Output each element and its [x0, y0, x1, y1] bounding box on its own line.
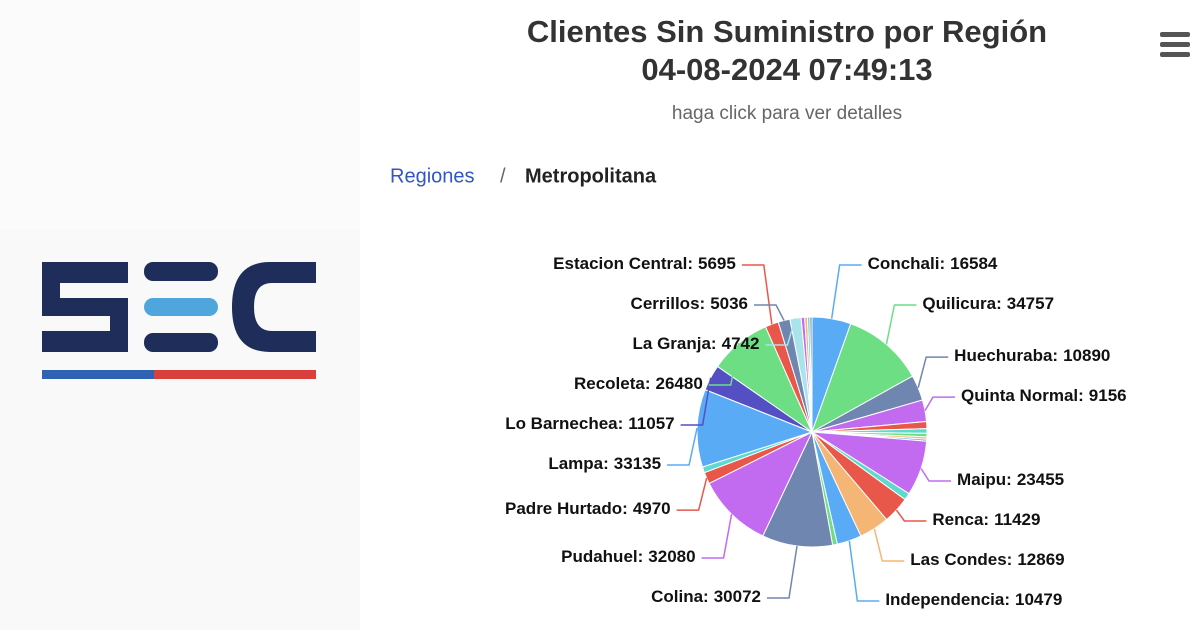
logo-e-top — [144, 262, 218, 281]
label-category: Padre Hurtado: — [505, 500, 628, 519]
label-category: Huechuraba: — [954, 347, 1058, 366]
data-label: Lampa: 33135 — [548, 454, 661, 473]
leader-line — [920, 468, 952, 482]
label-category: Maipu: — [957, 470, 1012, 489]
label-value: 4742 — [722, 334, 760, 353]
data-label: Lo Barnechea: 11057 — [505, 414, 674, 433]
data-label: Pudahuel: 32080 — [561, 547, 695, 566]
label-category: Renca: — [932, 510, 989, 529]
menu-line — [1160, 52, 1190, 57]
label-category: Independencia: — [885, 590, 1010, 609]
breadcrumb-link[interactable]: Regiones — [390, 165, 475, 187]
leader-line — [754, 304, 785, 321]
leader-line — [885, 304, 917, 345]
chart-title: Clientes Sin Suministro por Región — [527, 14, 1047, 49]
label-value: 10479 — [1015, 590, 1062, 609]
leader-line — [924, 396, 956, 412]
leader-line — [767, 545, 798, 599]
label-category: La Granja: — [633, 334, 717, 353]
label-category: Las Condes: — [910, 550, 1012, 569]
leader-line — [708, 343, 740, 386]
label-category: Lampa: — [548, 454, 608, 473]
label-value: 23455 — [1017, 470, 1064, 489]
data-label: Recoleta: 26480 — [574, 374, 703, 393]
label-category: Colina: — [651, 587, 709, 606]
pie: Conchali: 16584 Quilicura: 34757 Huechuraba:… — [505, 254, 1127, 609]
leader-line — [676, 477, 708, 511]
label-category: Pudahuel: — [561, 547, 643, 566]
data-label: Maipu: 23455 — [957, 470, 1064, 489]
menu-line — [1160, 42, 1190, 47]
label-category: Quinta Normal: — [961, 387, 1084, 406]
leader-line — [830, 264, 862, 319]
leader-line — [765, 317, 797, 346]
pie-slice[interactable] — [809, 316, 813, 433]
label-category: Lo Barnechea: — [505, 414, 623, 433]
label-value: 33135 — [614, 454, 661, 473]
label-value: 5695 — [698, 254, 736, 273]
label-value: 4970 — [633, 500, 671, 519]
chart-caption: haga click para ver detalles — [672, 103, 902, 124]
logo-s — [42, 262, 128, 352]
label-value: 26480 — [656, 374, 703, 393]
pie-slice[interactable] — [762, 430, 834, 548]
data-label: Independencia: 10479 — [885, 590, 1062, 609]
leader-line — [873, 528, 905, 562]
leader-line — [680, 377, 712, 426]
data-label: Conchali: 16584 — [868, 254, 998, 273]
left-panel — [0, 0, 360, 230]
breadcrumb-current: Metropolitana — [525, 165, 657, 187]
logo-bar-blue — [42, 370, 154, 379]
leader-line — [667, 427, 698, 466]
data-label: Renca: 11429 — [932, 510, 1040, 529]
label-category: Quilicura: — [922, 294, 1001, 313]
label-value: 10890 — [1063, 347, 1110, 366]
label-value: 32080 — [648, 547, 695, 566]
leader-line — [701, 514, 733, 559]
pie-slice[interactable] — [811, 323, 914, 434]
menu-button[interactable] — [1160, 32, 1190, 57]
data-label: La Granja: 4742 — [633, 334, 760, 353]
sec-logo — [42, 262, 316, 379]
pie-slice[interactable] — [708, 430, 814, 537]
leader-line — [848, 540, 880, 602]
label-value: 9156 — [1089, 387, 1127, 406]
label-value: 16584 — [950, 254, 998, 273]
logo-e-bottom — [144, 333, 218, 352]
label-value: 12869 — [1017, 550, 1064, 569]
logo-c — [232, 262, 316, 352]
data-label: Quilicura: 34757 — [922, 294, 1054, 313]
data-label: Cerrillos: 5036 — [631, 294, 748, 313]
leader-line — [917, 356, 949, 389]
data-label: Huechuraba: 10890 — [954, 347, 1110, 366]
leader-line — [895, 509, 927, 522]
logo-bar-red — [154, 370, 316, 379]
breadcrumb-separator: / — [500, 165, 506, 187]
label-value: 5036 — [710, 294, 748, 313]
data-label: Quinta Normal: 9156 — [961, 387, 1127, 406]
pie-slice[interactable] — [696, 388, 814, 468]
data-label: Colina: 30072 — [651, 587, 761, 606]
data-label: Las Condes: 12869 — [910, 550, 1064, 569]
chart-subtitle: 04-08-2024 07:49:13 — [641, 52, 932, 87]
label-category: Cerrillos: — [631, 294, 706, 313]
label-value: 34757 — [1007, 294, 1054, 313]
data-label: Estacion Central: 5695 — [553, 254, 736, 273]
data-label: Padre Hurtado: 4970 — [505, 500, 671, 519]
menu-line — [1160, 32, 1190, 37]
label-category: Recoleta: — [574, 374, 651, 393]
label-category: Conchali: — [868, 254, 945, 273]
logo-e-mid — [144, 298, 218, 316]
label-value: 11429 — [994, 510, 1040, 529]
label-value: 11057 — [628, 414, 674, 433]
label-value: 30072 — [714, 587, 761, 606]
label-category: Estacion Central: — [553, 254, 693, 273]
